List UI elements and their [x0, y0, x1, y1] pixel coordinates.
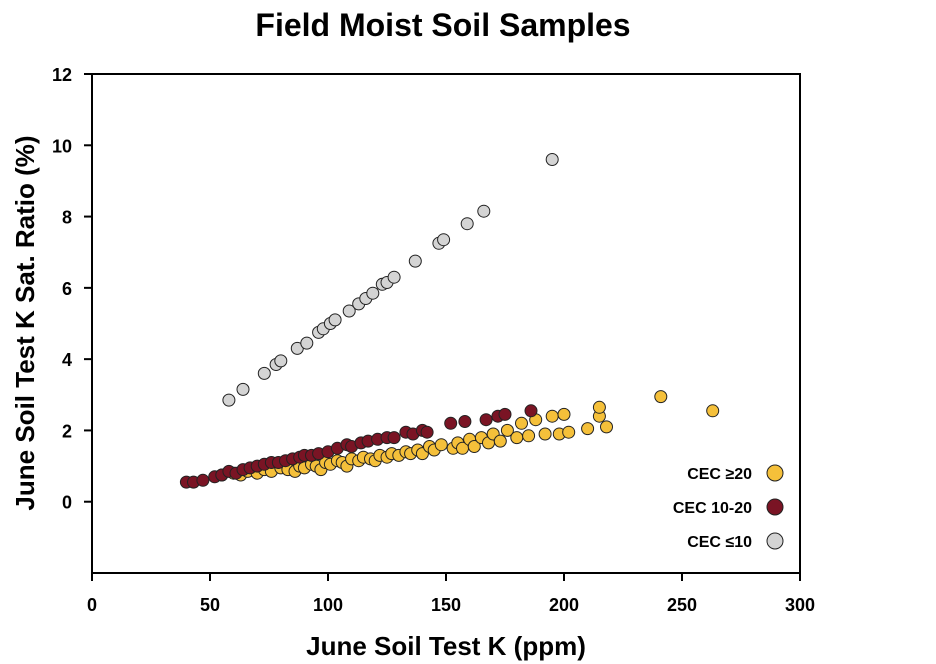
y-tick-label: 4 — [62, 350, 72, 370]
y-tick-label: 2 — [62, 421, 72, 441]
x-tick-label: 50 — [200, 595, 220, 615]
data-point-series-0 — [500, 423, 514, 437]
legend-label-2: CEC ≤10 — [687, 534, 752, 551]
data-point-series-1 — [458, 415, 472, 428]
data-point-series-0 — [538, 427, 552, 441]
legend-marker-2 — [766, 532, 784, 550]
data-point-series-1 — [196, 473, 210, 487]
data-point-series-0 — [515, 416, 528, 430]
data-point-series-0 — [510, 431, 524, 445]
legend-label-0: CEC ≥20 — [687, 466, 752, 483]
data-point-series-2 — [545, 153, 559, 166]
x-tick-label: 0 — [87, 595, 97, 615]
data-point-series-0 — [493, 434, 507, 448]
y-tick-label: 8 — [62, 208, 72, 228]
y-axis-label: June Soil Test K Sat. Ratio (%) — [10, 135, 40, 510]
data-point-series-2 — [437, 233, 451, 247]
data-point-series-2 — [274, 354, 288, 368]
legend-marker-1 — [766, 498, 784, 516]
data-point-series-1 — [387, 431, 401, 445]
chart-title: Field Moist Soil Samples — [255, 7, 630, 43]
legend-marker-0 — [766, 464, 784, 482]
data-point-series-0 — [562, 425, 576, 439]
data-point-series-0 — [545, 409, 559, 423]
data-point-series-0 — [654, 390, 668, 404]
y-axis: 0 2 4 6 8 10 12 — [52, 65, 92, 513]
data-point-series-1 — [479, 413, 493, 427]
data-point-series-1 — [444, 416, 458, 430]
data-point-series-0 — [522, 429, 536, 443]
data-point-series-2 — [387, 270, 401, 284]
x-tick-label: 300 — [785, 595, 815, 615]
data-point-series-0 — [467, 440, 481, 453]
x-tick-label: 200 — [549, 595, 579, 615]
data-point-series-0 — [600, 420, 613, 434]
data-point-series-2 — [328, 313, 342, 327]
x-tick-label: 150 — [431, 595, 461, 615]
legend-label-prefix: CEC — [687, 534, 725, 551]
data-point-series-0 — [581, 422, 595, 436]
legend-label-suffix: 10 — [734, 534, 752, 551]
legend-label-symbol: ≤ — [725, 534, 734, 551]
data-point-series-2 — [460, 217, 474, 231]
x-axis: 0 50 100 150 200 250 300 — [87, 573, 815, 615]
legend-label-symbol: ≥ — [725, 466, 734, 483]
data-point-series-1 — [524, 404, 538, 418]
data-point-series-2 — [257, 366, 271, 380]
data-point-series-2 — [300, 336, 314, 350]
data-point-series-2 — [342, 304, 356, 318]
legend-label-1: CEC 10-20 — [673, 500, 752, 517]
data-point-series-2 — [222, 393, 236, 407]
data-point-series-2 — [366, 286, 380, 300]
data-point-series-0 — [557, 407, 571, 421]
y-tick-label: 12 — [52, 65, 72, 85]
data-point-series-2 — [236, 382, 250, 396]
data-point-series-1 — [498, 407, 512, 421]
plot-frame — [91, 73, 801, 574]
data-point-series-0 — [434, 438, 448, 452]
x-tick-label: 250 — [667, 595, 697, 615]
y-tick-label: 0 — [62, 493, 72, 513]
data-point-series-1 — [420, 425, 434, 439]
data-point-series-2 — [477, 204, 491, 218]
legend-label-prefix: CEC — [687, 466, 725, 483]
legend-label-prefix: CEC — [673, 500, 711, 517]
data-points — [179, 153, 720, 489]
y-tick-label: 10 — [52, 136, 72, 156]
data-point-series-0 — [706, 404, 720, 418]
y-tick-label: 6 — [62, 279, 72, 299]
x-tick-label: 100 — [313, 595, 343, 615]
data-point-series-0 — [592, 400, 606, 414]
x-axis-label: June Soil Test K (ppm) — [306, 631, 586, 661]
legend-label-suffix: 20 — [734, 466, 752, 483]
legend-label-suffix: 10-20 — [711, 500, 752, 517]
data-point-series-2 — [408, 254, 422, 268]
